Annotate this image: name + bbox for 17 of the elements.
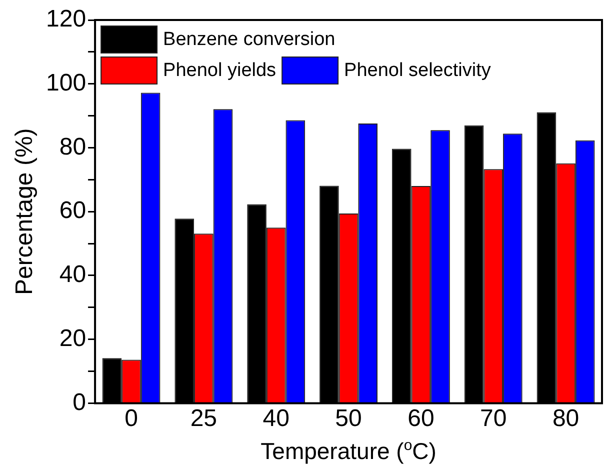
y-tick-label: 60 — [59, 197, 86, 224]
x-tick-label: 60 — [408, 405, 434, 432]
legend-label: Benzene conversion — [163, 29, 336, 50]
y-tick-label: 20 — [59, 324, 86, 352]
y-tick-label: 100 — [46, 69, 86, 96]
legend-label: Phenol yields — [163, 60, 276, 82]
y-tick-label: 80 — [59, 133, 86, 160]
x-tick-label: 70 — [480, 405, 507, 432]
legend-label: Phenol selectivity — [344, 60, 492, 82]
x-tick-label: 0 — [124, 405, 138, 432]
y-axis-title: Percentage (%) — [11, 128, 38, 295]
x-tick-label: 80 — [552, 405, 580, 432]
y-tick-label: 40 — [59, 261, 86, 288]
x-tick-label: 50 — [335, 405, 362, 432]
x-tick-label: 25 — [190, 405, 218, 432]
y-tick-label: 120 — [46, 6, 86, 33]
x-tick-label: 40 — [262, 405, 290, 432]
